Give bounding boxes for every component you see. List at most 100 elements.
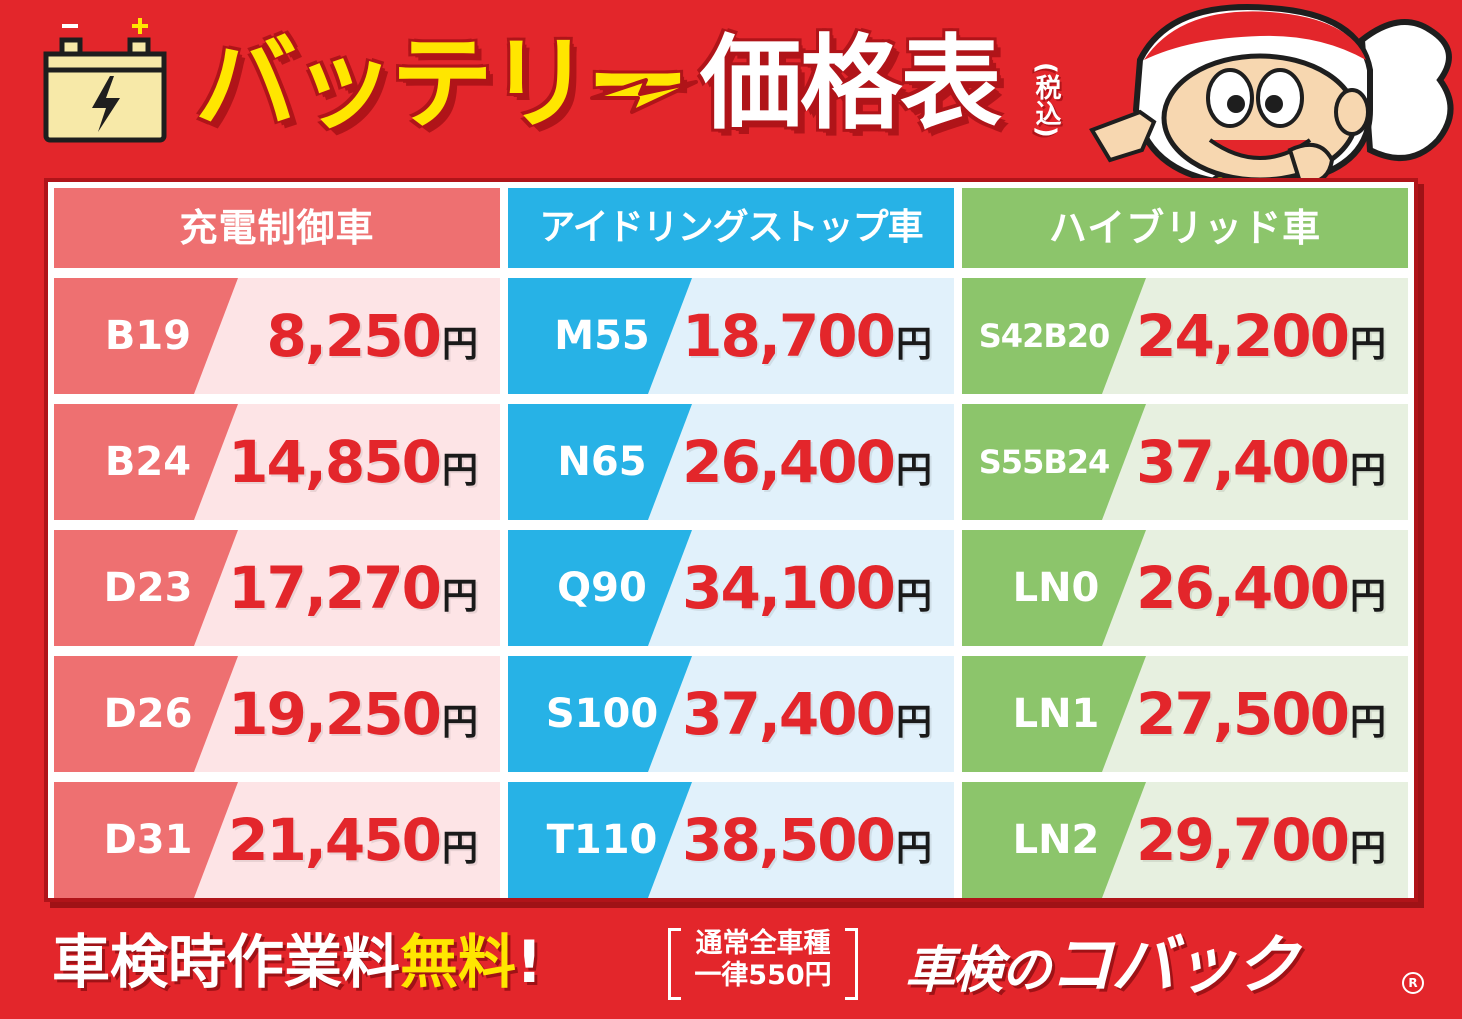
battery-size: S42B20: [978, 317, 1111, 355]
price-amount: 27,500: [1136, 680, 1350, 748]
code-cell-background: [962, 404, 1146, 520]
yen-unit: 円: [441, 324, 478, 365]
price-value: 29,700円: [1136, 782, 1386, 898]
yen-unit: 円: [441, 450, 478, 491]
battery-size: N65: [557, 439, 647, 485]
battery-size: B24: [104, 439, 192, 485]
price-row: Q90 34,100円: [508, 530, 954, 646]
column-header: ハイブリッド車: [962, 188, 1408, 268]
battery-size: Q90: [557, 565, 647, 611]
price-row: T110 38,500円: [508, 782, 954, 898]
price-value: 26,400円: [682, 404, 932, 520]
column-header: アイドリングストップ車: [508, 188, 954, 268]
price-value: 18,700円: [682, 278, 932, 394]
code-cell-background: [54, 782, 238, 898]
yen-unit: 円: [1349, 702, 1386, 743]
column-idling-stop: アイドリングストップ車 M55 18,700円 N65 26,400円 Q90 …: [508, 188, 954, 908]
code-cell-background: [508, 404, 692, 520]
yen-unit: 円: [895, 324, 932, 365]
price-board: 充電制御車 B19 8,250円 B24 14,850円 D23 17,270円…: [44, 178, 1418, 902]
regular-fee-note: 通常全車種 一律550円: [668, 928, 858, 1000]
price-amount: 19,250: [228, 680, 442, 748]
battery-size: S55B24: [978, 443, 1111, 481]
battery-size: LN1: [1012, 691, 1100, 737]
battery-size: D31: [103, 817, 193, 863]
price-amount: 21,450: [228, 806, 442, 874]
price-amount: 34,100: [682, 554, 896, 622]
price-value: 17,270円: [228, 530, 478, 646]
price-row: M55 18,700円: [508, 278, 954, 394]
price-amount: 17,270: [228, 554, 442, 622]
price-value: 24,200円: [1136, 278, 1386, 394]
title-row: バッテリー 価格表 (税込): [0, 0, 1462, 198]
code-cell-background: [962, 278, 1146, 394]
brand-name: コバック: [1049, 929, 1299, 1003]
yen-unit: 円: [441, 576, 478, 617]
price-value: 19,250円: [228, 656, 478, 772]
price-value: 38,500円: [682, 782, 932, 898]
price-amount: 14,850: [228, 428, 442, 496]
code-cell-background: [54, 530, 238, 646]
battery-size: D23: [103, 565, 193, 611]
price-amount: 8,250: [266, 302, 442, 370]
column-charge-control: 充電制御車 B19 8,250円 B24 14,850円 D23 17,270円…: [54, 188, 500, 908]
price-row: LN2 29,700円: [962, 782, 1408, 898]
bracket-left: [668, 928, 681, 1000]
column-header: 充電制御車: [54, 188, 500, 268]
battery-size: M55: [554, 313, 650, 359]
battery-size: D26: [103, 691, 193, 737]
price-value: 34,100円: [682, 530, 932, 646]
promo-text: 車検時作業料: [52, 928, 401, 996]
price-value: 21,450円: [228, 782, 478, 898]
code-cell-background: [508, 656, 692, 772]
price-row: S42B20 24,200円: [962, 278, 1408, 394]
yen-unit: 円: [441, 702, 478, 743]
code-cell-background: [962, 530, 1146, 646]
title-battery: バッテリー: [195, 25, 689, 144]
mascot-illustration: [1089, 4, 1454, 198]
tax-included-note: (税込): [1031, 62, 1061, 138]
yen-unit: 円: [1349, 576, 1386, 617]
code-cell-background: [962, 782, 1146, 898]
yen-unit: 円: [895, 828, 932, 869]
note-line: 一律550円: [694, 960, 832, 991]
brand-logo: 車検のコバック: [905, 926, 1299, 1010]
yen-unit: 円: [895, 576, 932, 617]
promo-free: 無料: [400, 928, 517, 996]
yen-unit: 円: [1349, 450, 1386, 491]
price-amount: 37,400: [682, 680, 896, 748]
price-value: 14,850円: [228, 404, 478, 520]
yen-unit: 円: [1349, 828, 1386, 869]
price-amount: 29,700: [1136, 806, 1350, 874]
battery-size: S100: [545, 691, 659, 737]
code-cell-background: [508, 782, 692, 898]
yen-unit: 円: [1349, 324, 1386, 365]
title-price-list: 価格表: [700, 25, 1002, 144]
brand-prefix: 車検の: [905, 941, 1051, 999]
price-amount: 24,200: [1136, 302, 1350, 370]
code-cell-background: [962, 656, 1146, 772]
price-amount: 38,500: [682, 806, 896, 874]
bracket-right: [845, 928, 858, 1000]
promo-free-labor: 車検時作業料無料!: [52, 922, 542, 1002]
yen-unit: 円: [895, 702, 932, 743]
yen-unit: 円: [441, 828, 478, 869]
price-row: S100 37,400円: [508, 656, 954, 772]
code-cell-background: [54, 278, 238, 394]
battery-icon: [43, 18, 167, 143]
note-line: 通常全車種: [695, 928, 831, 959]
code-cell-background: [508, 278, 692, 394]
price-row: LN1 27,500円: [962, 656, 1408, 772]
column-hybrid: ハイブリッド車 S42B20 24,200円 S55B24 37,400円 LN…: [962, 188, 1408, 908]
promo-exclamation: !: [516, 928, 543, 996]
yen-unit: 円: [895, 450, 932, 491]
code-cell-background: [54, 656, 238, 772]
price-row: D23 17,270円: [54, 530, 500, 646]
price-amount: 37,400: [1136, 428, 1350, 496]
price-row: D31 21,450円: [54, 782, 500, 898]
price-row: B19 8,250円: [54, 278, 500, 394]
price-row: S55B24 37,400円: [962, 404, 1408, 520]
price-amount: 26,400: [682, 428, 896, 496]
price-row: LN0 26,400円: [962, 530, 1408, 646]
code-cell-background: [54, 404, 238, 520]
